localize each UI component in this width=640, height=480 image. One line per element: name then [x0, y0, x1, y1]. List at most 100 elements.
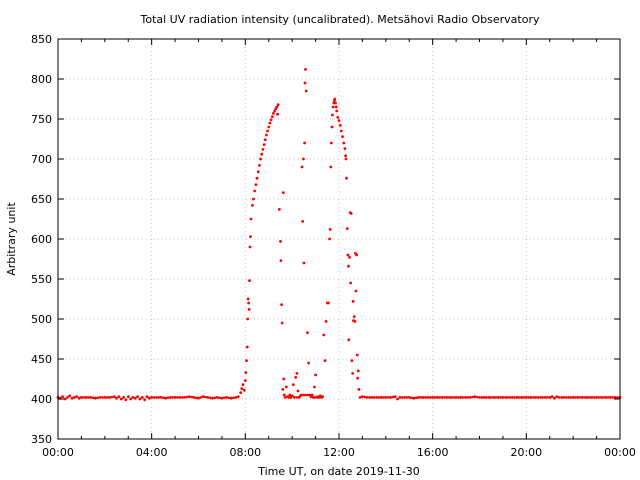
x-tick-label: 04:00 [136, 446, 168, 459]
data-point [410, 396, 413, 400]
data-point [590, 396, 594, 399]
data-point [84, 396, 88, 399]
data-point [276, 112, 279, 116]
data-point [178, 396, 182, 399]
data-point [515, 396, 519, 399]
data-point [616, 396, 619, 399]
x-tick-label: 20:00 [510, 446, 542, 459]
y-tick-label: 750 [31, 113, 52, 126]
data-point [557, 396, 561, 399]
data-point [313, 396, 317, 399]
data-point [201, 395, 205, 398]
data-point [73, 396, 76, 399]
data-point [344, 154, 347, 158]
data-point [75, 395, 79, 398]
data-point [578, 396, 582, 399]
data-point [314, 373, 317, 377]
data-point [187, 395, 191, 398]
data-point [136, 395, 140, 398]
data-point [281, 191, 285, 195]
data-point [407, 396, 411, 399]
data-point [464, 396, 467, 399]
data-point [522, 396, 526, 399]
data-point [246, 297, 250, 301]
data-point [351, 300, 355, 303]
data-point [450, 396, 453, 399]
data-point [256, 170, 260, 174]
data-point [236, 395, 240, 398]
data-point [291, 383, 295, 386]
data-point [543, 396, 547, 399]
data-point [452, 396, 456, 399]
data-point [327, 301, 330, 305]
data-point [70, 396, 74, 400]
data-point [147, 396, 151, 400]
y-axis: 350 400 450 500 550 600 650 700 750 800 850 [31, 33, 620, 446]
data-point [567, 396, 570, 399]
data-point [546, 396, 549, 399]
data-point [403, 396, 406, 399]
data-point [510, 396, 514, 399]
data-point [295, 372, 299, 375]
data-point [276, 103, 280, 106]
data-point [143, 398, 147, 402]
data-point [169, 396, 172, 399]
x-tick-label: 00:00 [42, 446, 74, 459]
data-point [351, 372, 354, 375]
data-point [338, 124, 342, 127]
data-point [117, 395, 121, 398]
data-point [513, 396, 516, 399]
data-point [248, 245, 252, 249]
data-point [244, 371, 248, 374]
chart-title: Total UV radiation intensity (uncalibrat… [140, 13, 540, 26]
data-point [304, 393, 307, 397]
data-point [585, 396, 589, 399]
data-point [473, 395, 477, 398]
data-point [294, 376, 298, 379]
data-point [240, 387, 244, 390]
data-point [433, 396, 437, 399]
data-point [555, 395, 559, 398]
data-point [131, 396, 135, 399]
data-point [377, 396, 381, 399]
data-point [227, 396, 231, 400]
data-point [176, 396, 179, 399]
data-point [426, 396, 430, 399]
data-point [280, 303, 283, 306]
data-point [310, 393, 314, 397]
data-point [354, 289, 358, 293]
data-point [225, 396, 229, 399]
data-point [536, 396, 540, 399]
data-point [204, 395, 207, 399]
data-point [524, 396, 528, 399]
data-point [447, 396, 451, 399]
data-point [518, 396, 521, 399]
x-axis-label: Time UT, on date 2019-11-30 [257, 465, 420, 478]
data-point [234, 396, 238, 399]
data-point [262, 143, 266, 147]
data-point [304, 89, 308, 93]
data-point [302, 261, 306, 265]
data-points [56, 68, 622, 402]
y-tick-label: 650 [31, 193, 52, 206]
data-point [300, 165, 304, 169]
data-point [229, 396, 233, 400]
data-point [215, 396, 219, 399]
data-point [349, 212, 353, 215]
data-point [251, 204, 254, 207]
y-tick-label: 700 [31, 153, 52, 166]
data-point [254, 183, 258, 187]
data-point [322, 333, 326, 337]
data-point [265, 133, 268, 137]
data-point [82, 396, 86, 399]
data-point [357, 388, 361, 391]
data-point [303, 81, 307, 85]
data-point [421, 396, 425, 399]
data-point [595, 396, 598, 399]
data-point [218, 396, 221, 400]
data-point [532, 396, 535, 399]
data-point [247, 301, 251, 305]
data-point [273, 109, 276, 113]
y-tick-label: 450 [31, 353, 52, 366]
y-tick-label: 800 [31, 73, 52, 86]
